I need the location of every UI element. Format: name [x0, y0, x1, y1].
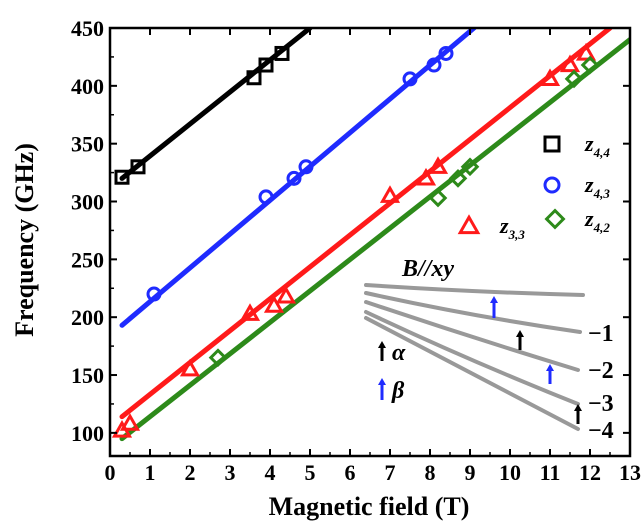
x-tick-label-5: 5 — [305, 460, 316, 485]
y-tick-label-100: 100 — [71, 421, 104, 446]
point-2-4 — [263, 295, 285, 313]
alpha-arrow-1-head — [516, 330, 524, 337]
point-3-5 — [580, 55, 600, 75]
fit-line-0 — [119, 28, 313, 181]
point-1-1 — [258, 189, 274, 205]
y-tick-label-150: 150 — [71, 363, 104, 388]
legend-marker-3 — [544, 208, 566, 230]
y-tick-label-400: 400 — [71, 74, 104, 99]
alpha-arrow-2-head — [574, 404, 582, 411]
legend-marker-1 — [543, 176, 561, 194]
x-tick-label-6: 6 — [345, 460, 356, 485]
beta-arrow-2-head — [546, 364, 554, 371]
x-tick-label-4: 4 — [265, 460, 276, 485]
point-0-0 — [114, 169, 130, 185]
alpha-label: α — [392, 340, 406, 366]
point-0-3 — [258, 57, 274, 73]
inset-title: B//xy — [401, 256, 454, 282]
point-1-4 — [402, 71, 418, 87]
x-tick-label-8: 8 — [425, 460, 436, 485]
inset-curve-2 — [364, 300, 580, 372]
x-tick-label-1: 1 — [145, 460, 156, 485]
beta-arrow-1-head — [490, 296, 498, 303]
point-1-5 — [426, 57, 442, 73]
y-tick-label-350: 350 — [71, 132, 104, 157]
data-markers — [111, 42, 600, 438]
inset-curve-1 — [364, 291, 582, 334]
x-tick-label-13: 13 — [619, 460, 641, 485]
legend-label-0: z4,4 — [584, 131, 610, 160]
point-2-10 — [559, 54, 581, 73]
y-axis-title: Frequency (GHz) — [10, 143, 39, 337]
inset-curve-4 — [364, 316, 580, 431]
point-2-6 — [379, 185, 401, 203]
inset-level-label-0: −1 — [588, 321, 614, 347]
x-tick-label-10: 10 — [499, 460, 521, 485]
point-0-4 — [274, 45, 290, 61]
point-3-3 — [460, 157, 480, 177]
point-1-3 — [298, 159, 314, 175]
point-3-2 — [448, 169, 468, 188]
point-3-0 — [208, 348, 228, 367]
x-tick-label-0: 0 — [105, 460, 116, 485]
beta-legend-arrow-head — [378, 378, 386, 385]
x-tick-label-7: 7 — [385, 460, 396, 485]
point-2-3 — [239, 303, 261, 321]
point-2-9 — [539, 68, 561, 87]
point-2-2 — [179, 358, 201, 377]
x-tick-label-11: 11 — [540, 460, 561, 485]
point-1-0 — [146, 286, 162, 302]
point-0-2 — [246, 70, 262, 86]
point-2-11 — [575, 42, 597, 61]
legend-marker-0 — [543, 135, 561, 153]
fit-lines — [119, 28, 630, 442]
point-0-1 — [130, 159, 146, 175]
point-2-1 — [119, 413, 141, 431]
x-axis-title: Magnetic field (T) — [269, 492, 470, 521]
x-tick-label-3: 3 — [225, 460, 236, 485]
y-tick-label-250: 250 — [71, 247, 104, 272]
fit-line-2 — [119, 28, 613, 420]
point-1-6 — [438, 45, 454, 61]
fit-line-3 — [119, 37, 630, 442]
x-tick-label-2: 2 — [185, 460, 196, 485]
y-tick-label-200: 200 — [71, 305, 104, 330]
inset-diagram: B//xy −1 −2 −3−4 αβ — [364, 256, 614, 444]
point-3-4 — [564, 69, 584, 89]
tick-labels: 0 1 2 3 4 5 6 7 8 9 10 11 12 131001502002503003504004… — [71, 16, 641, 485]
y-tick-label-300: 300 — [71, 190, 104, 215]
x-tick-label-9: 9 — [465, 460, 476, 485]
point-2-5 — [275, 285, 297, 304]
x-tick-label-12: 12 — [579, 460, 601, 485]
inset-curve-3 — [364, 310, 580, 406]
legend-label-1: z4,3 — [584, 172, 610, 201]
inset-level-label-3: −4 — [588, 418, 614, 444]
legend-marker-2 — [457, 214, 481, 235]
point-2-7 — [415, 167, 437, 186]
beta-label: β — [391, 378, 405, 404]
legend-label-2: z3,3 — [499, 213, 525, 242]
inset-level-label-1: −2 — [588, 358, 614, 384]
point-1-2 — [286, 170, 302, 186]
legend-label-3: z4,2 — [584, 206, 610, 235]
legend: z4,4 z4,3 z3,3 z4,2 — [457, 131, 610, 242]
point-3-1 — [428, 188, 448, 208]
tick-marks — [109, 27, 631, 456]
y-tick-label-450: 450 — [71, 16, 104, 41]
inset-level-label-2: −3 — [588, 391, 614, 417]
alpha-legend-arrow-head — [378, 341, 386, 348]
point-2-8 — [427, 156, 449, 174]
inset-curve-0 — [364, 283, 585, 297]
